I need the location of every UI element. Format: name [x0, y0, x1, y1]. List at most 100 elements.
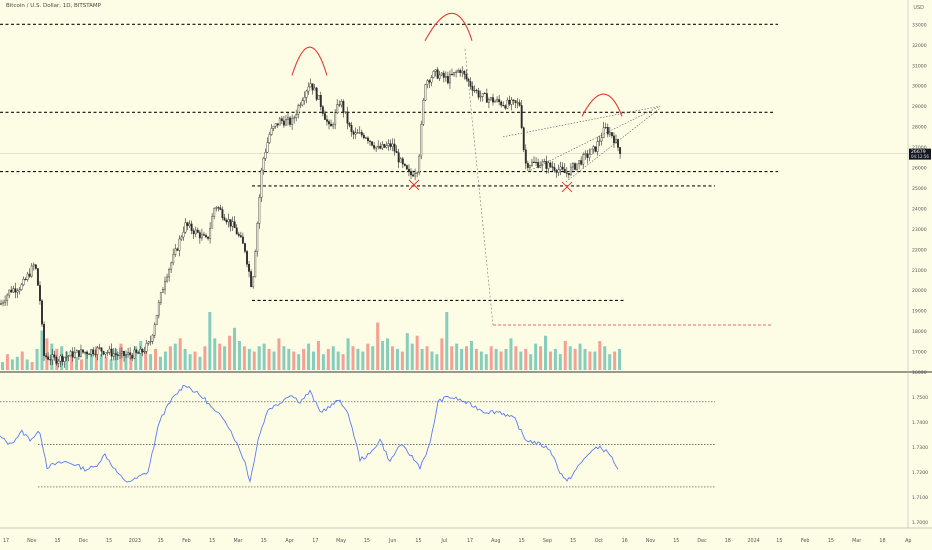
- candle-body[interactable]: [424, 84, 427, 101]
- candle-body[interactable]: [293, 117, 296, 119]
- candle-body[interactable]: [504, 105, 507, 109]
- candle-body[interactable]: [88, 353, 91, 355]
- candle-body[interactable]: [342, 101, 345, 113]
- candle-body[interactable]: [528, 165, 531, 168]
- candle-body[interactable]: [274, 123, 277, 127]
- candle-body[interactable]: [285, 119, 287, 126]
- candle-body[interactable]: [67, 355, 70, 357]
- candle-body[interactable]: [516, 102, 519, 104]
- candle-body[interactable]: [438, 74, 441, 79]
- candle-body[interactable]: [102, 350, 105, 355]
- candle-body[interactable]: [608, 132, 611, 135]
- candle-body[interactable]: [582, 154, 585, 165]
- candle-body[interactable]: [328, 121, 330, 125]
- candle-body[interactable]: [606, 127, 609, 135]
- candle-body[interactable]: [129, 352, 132, 356]
- candle-body[interactable]: [500, 101, 503, 106]
- candle-body[interactable]: [483, 92, 486, 94]
- candle-body[interactable]: [84, 351, 87, 353]
- candle-body[interactable]: [332, 124, 335, 127]
- candle-body[interactable]: [572, 163, 574, 168]
- candle-body[interactable]: [55, 357, 58, 364]
- candle-body[interactable]: [369, 140, 371, 142]
- candle-body[interactable]: [118, 352, 121, 356]
- candle-body[interactable]: [4, 300, 7, 303]
- pattern-arc[interactable]: [581, 93, 623, 117]
- candle-body[interactable]: [39, 285, 41, 302]
- candle-body[interactable]: [336, 104, 339, 113]
- candle-body[interactable]: [453, 72, 455, 75]
- candle-body[interactable]: [590, 148, 593, 155]
- candle-body[interactable]: [385, 145, 388, 148]
- candle-body[interactable]: [455, 71, 458, 73]
- candle-body[interactable]: [30, 265, 33, 277]
- candle-body[interactable]: [319, 95, 322, 107]
- candle-body[interactable]: [352, 131, 355, 135]
- candle-body[interactable]: [567, 173, 570, 175]
- candle-body[interactable]: [260, 169, 263, 198]
- candle-body[interactable]: [237, 233, 240, 236]
- candle-body[interactable]: [414, 173, 417, 177]
- candle-body[interactable]: [22, 279, 25, 286]
- candle-body[interactable]: [541, 161, 544, 166]
- candle-body[interactable]: [395, 151, 398, 153]
- candle-body[interactable]: [252, 276, 255, 287]
- candle-body[interactable]: [381, 144, 384, 149]
- candle-body[interactable]: [498, 99, 501, 103]
- candle-body[interactable]: [112, 353, 115, 357]
- candle-body[interactable]: [16, 290, 19, 293]
- candle-body[interactable]: [147, 341, 150, 344]
- candle-body[interactable]: [346, 111, 349, 124]
- candle-body[interactable]: [141, 349, 144, 353]
- candle-body[interactable]: [321, 106, 324, 114]
- candle-body[interactable]: [479, 96, 482, 98]
- candle-body[interactable]: [303, 97, 306, 101]
- candle-body[interactable]: [262, 158, 265, 171]
- candle-body[interactable]: [51, 354, 54, 361]
- candle-body[interactable]: [299, 104, 302, 106]
- candle-body[interactable]: [34, 264, 37, 269]
- candle-body[interactable]: [602, 127, 605, 138]
- candle-body[interactable]: [492, 97, 494, 103]
- candle-body[interactable]: [578, 160, 581, 165]
- candle-body[interactable]: [194, 229, 197, 235]
- candle-body[interactable]: [172, 254, 175, 264]
- candle-body[interactable]: [57, 360, 60, 364]
- candle-body[interactable]: [358, 132, 361, 134]
- candle-body[interactable]: [192, 230, 195, 235]
- candle-body[interactable]: [469, 81, 472, 87]
- candle-body[interactable]: [69, 351, 72, 357]
- candle-body[interactable]: [490, 97, 492, 100]
- candle-body[interactable]: [24, 279, 27, 281]
- candle-body[interactable]: [330, 123, 332, 127]
- candle-body[interactable]: [239, 235, 242, 238]
- candle-body[interactable]: [596, 141, 599, 152]
- candle-body[interactable]: [459, 70, 462, 73]
- cross-marker[interactable]: [561, 181, 573, 193]
- candle-body[interactable]: [418, 155, 421, 173]
- candle-body[interactable]: [391, 143, 394, 147]
- candle-body[interactable]: [164, 280, 166, 290]
- candle-body[interactable]: [149, 341, 152, 343]
- candle-body[interactable]: [205, 235, 207, 238]
- candle-body[interactable]: [420, 123, 423, 157]
- candle-body[interactable]: [47, 356, 50, 360]
- candle-body[interactable]: [576, 163, 578, 170]
- candle-body[interactable]: [555, 170, 558, 173]
- pattern-arc[interactable]: [291, 46, 328, 76]
- candle-body[interactable]: [289, 117, 291, 125]
- candle-body[interactable]: [14, 288, 17, 293]
- candle-body[interactable]: [139, 349, 142, 354]
- candle-body[interactable]: [586, 153, 589, 158]
- candle-body[interactable]: [451, 74, 453, 76]
- candle-body[interactable]: [549, 162, 552, 167]
- candle-body[interactable]: [477, 90, 480, 98]
- candle-body[interactable]: [311, 83, 314, 91]
- candle-body[interactable]: [8, 289, 11, 296]
- candle-body[interactable]: [350, 125, 353, 132]
- candle-body[interactable]: [287, 117, 289, 120]
- candle-body[interactable]: [71, 351, 74, 358]
- candle-body[interactable]: [178, 238, 181, 251]
